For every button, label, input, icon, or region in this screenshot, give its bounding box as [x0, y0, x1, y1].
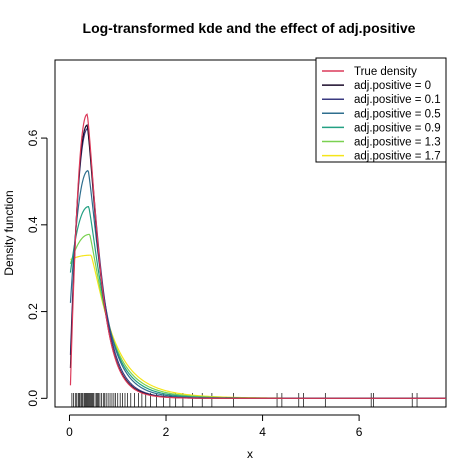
y-axis-label: Density function — [2, 190, 16, 275]
legend-box — [315, 57, 447, 163]
x-tick-label: 6 — [356, 425, 363, 439]
legend-label: adj.positive = 0 — [354, 80, 431, 92]
rug-marks — [71, 393, 418, 407]
y-tick-label: 0.0 — [26, 390, 40, 407]
legend-label: adj.positive = 0.9 — [354, 122, 441, 134]
legend: True density adj.positive = 0 adj.positive… — [315, 57, 447, 163]
y-tick-label: 0.4 — [26, 216, 40, 233]
y-tick-label: 0.2 — [26, 303, 40, 320]
legend-label: adj.positive = 1.3 — [354, 137, 441, 149]
y-tick-label: 0.6 — [26, 129, 40, 146]
chart-title: Log-transformed kde and the effect of ad… — [83, 20, 416, 36]
x-axis: 0 2 4 6 — [66, 414, 363, 439]
series-line-1 — [69, 124, 446, 399]
x-tick-label: 4 — [259, 425, 266, 439]
legend-label: adj.positive = 0.5 — [354, 108, 441, 120]
series-line-0 — [69, 113, 446, 399]
legend-label: adj.positive = 1.7 — [354, 151, 441, 163]
series-line-2 — [69, 127, 446, 399]
series-line-6 — [70, 254, 446, 399]
x-tick-label: 2 — [163, 425, 170, 439]
y-axis: 0.0 0.2 0.4 0.6 — [26, 129, 48, 407]
plot-frame — [54, 59, 447, 408]
series-line-4 — [69, 205, 446, 399]
x-tick-label: 0 — [66, 425, 73, 439]
legend-label: adj.positive = 0.1 — [354, 94, 441, 106]
density-curves — [69, 113, 446, 399]
legend-label: True density — [354, 66, 417, 78]
x-axis-label: x — [247, 447, 253, 461]
